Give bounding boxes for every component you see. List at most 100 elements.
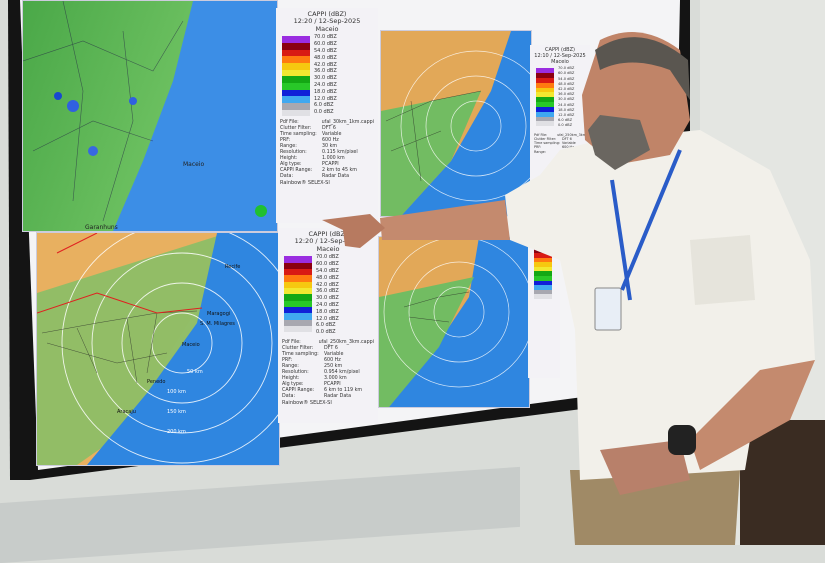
metadata-value: 3.000 km xyxy=(324,375,347,381)
metadata-key: Pdf File: xyxy=(282,339,301,345)
scale-label: 54.0 dBZ xyxy=(314,48,337,54)
metadata-key: CAPPI Range: xyxy=(280,168,313,174)
scale-label: 42.0 dBZ xyxy=(316,281,339,288)
metadata: Pdf File: ufal_250km_3km.cappi Clutter Fil… xyxy=(282,336,374,400)
metadata-row: Time sampling: Variable xyxy=(534,141,586,145)
metadata-value: 1.000 km xyxy=(322,156,345,162)
cabinet xyxy=(740,420,825,545)
scale-label: 60.0 dBZ xyxy=(316,261,339,268)
city-label: S. M. Milagres xyxy=(200,321,235,327)
city-label: Penedo xyxy=(147,379,165,385)
legend-datetime: 12:20 / 12-Sep-2025 xyxy=(294,237,362,246)
metadata-row: PRF: 600 Hz xyxy=(534,145,586,149)
metadata-key: Pdf File: xyxy=(534,132,548,137)
metadata-value: 600 Hz xyxy=(322,138,339,144)
city-label: Maragogi xyxy=(207,311,230,317)
metadata-key: Data: xyxy=(280,174,294,180)
metadata-value: DFT 6 xyxy=(322,126,336,132)
scale-swatch xyxy=(282,49,310,57)
scale-label: 6.0 dBZ xyxy=(316,322,336,329)
scale-swatch xyxy=(284,307,312,314)
scale-label: 70.0 dBZ xyxy=(316,254,339,261)
city-label: Maceio xyxy=(182,342,200,348)
map-overlay xyxy=(379,237,529,407)
metadata-row: Pdf File: ufal_30km_1km.cappi xyxy=(280,120,374,126)
metadata-row: CAPPI Range: 2 km to 45 km xyxy=(280,168,374,174)
metadata-row: Data: Radar Data xyxy=(282,394,374,400)
scale-swatch xyxy=(282,36,310,44)
metadata-value: 30 km xyxy=(322,144,338,150)
arm xyxy=(380,200,510,240)
scale-label: 12.0 dBZ xyxy=(558,113,575,118)
city-label: Garanhuns xyxy=(85,224,118,231)
scale-label: 6.0 dBZ xyxy=(314,102,334,109)
scale-swatch xyxy=(536,73,554,78)
ring-label: 50 km xyxy=(187,369,203,375)
metadata-key: Time sampling: xyxy=(534,141,561,146)
metadata-row: Pdf File: ufal_250km_3km xyxy=(534,133,586,137)
scale-swatch xyxy=(282,103,310,110)
scale-label: 30.0 dBZ xyxy=(316,295,339,302)
scale-swatch xyxy=(536,87,554,93)
radar-map-bottom-right xyxy=(378,236,530,408)
person xyxy=(322,32,815,545)
scale-swatch xyxy=(536,68,554,74)
metadata-value: 2 km to 45 km xyxy=(322,168,357,174)
metadata-row: Range: 30 km xyxy=(280,144,374,150)
scale-swatch xyxy=(282,109,310,117)
scale-label: 70.0 dBZ xyxy=(558,66,575,71)
metadata-row: Time sampling: Variable xyxy=(280,132,374,138)
scale-swatch xyxy=(284,275,312,282)
legend-site: Maceio xyxy=(315,24,339,33)
city-label: Aracaju xyxy=(117,409,136,415)
metadata-key: Range: xyxy=(534,149,546,154)
scale-swatch xyxy=(284,313,312,320)
scale-label: 0.0 dBZ xyxy=(316,329,336,336)
scale-swatch xyxy=(284,256,312,263)
scale-swatch xyxy=(284,294,312,301)
scale-swatch xyxy=(534,294,552,299)
metadata-row: Resolution: 0.115 km/pixel xyxy=(280,150,374,156)
metadata-key: Clutter Filter: xyxy=(282,345,314,351)
scale-label: 18.0 dBZ xyxy=(558,107,575,112)
metadata-key: Data: xyxy=(282,393,296,399)
metadata-key: Pdf File: xyxy=(280,120,299,126)
pointing-hand xyxy=(322,214,385,248)
legend-datetime: 12:10 / 12-Sep-2025 xyxy=(534,52,586,59)
metadata-value: DFT 6 xyxy=(562,136,572,141)
legend-footer: Rainbow® SELEX-SI xyxy=(282,399,332,406)
scale-swatch xyxy=(534,276,552,281)
scale-swatch xyxy=(534,262,552,267)
metadata-value: 250 km xyxy=(324,363,343,369)
metadata-row: Resolution: 0.954 km/pixel xyxy=(282,370,374,376)
id-badge xyxy=(594,287,622,331)
ring-label: 150 km xyxy=(167,409,186,415)
scale-label: 18.0 dBZ xyxy=(316,308,339,315)
metadata-row: Data: Radar Data xyxy=(280,174,374,180)
metadata-row: Height: 3.000 km xyxy=(282,376,374,382)
metadata-value: Radar Data xyxy=(322,174,350,180)
scale-swatch xyxy=(536,106,554,112)
scale-label: 24.0 dBZ xyxy=(558,102,575,107)
scale-labels: 70.0 dBZ 60.0 dBZ 54.0 dBZ 48.0 dBZ 42.0 dBZ… xyxy=(282,254,374,336)
metadata-key: PRF: xyxy=(282,357,293,363)
scale-swatch xyxy=(536,97,554,103)
scale-swatch xyxy=(282,76,310,84)
metadata-key: Time sampling: xyxy=(282,351,319,357)
metadata-value: DFT 6 xyxy=(324,345,338,351)
metadata-row: Alg type: PCAPPI xyxy=(282,382,374,388)
scale-swatch xyxy=(534,266,552,272)
metadata-key: Range: xyxy=(282,363,299,369)
metadata-key: PRF: xyxy=(534,145,542,150)
legend-title: CAPPI (dBZ) xyxy=(545,47,575,53)
metadata-value: Variable xyxy=(562,141,576,146)
metadata-key: Alg type: xyxy=(280,162,302,168)
scale-swatch xyxy=(534,289,552,295)
scale-label: 60.0 dBZ xyxy=(558,71,575,76)
scale-label: 6.0 dBZ xyxy=(558,118,573,123)
scale-label: 30.0 dBZ xyxy=(314,75,337,82)
metadata-row: Time sampling: Variable xyxy=(282,352,374,358)
city-label: Maceio xyxy=(183,161,205,168)
scale-swatch xyxy=(284,319,312,327)
map-overlay: 50 km 100 km 150 km 200 km Recife Marago… xyxy=(37,233,279,465)
